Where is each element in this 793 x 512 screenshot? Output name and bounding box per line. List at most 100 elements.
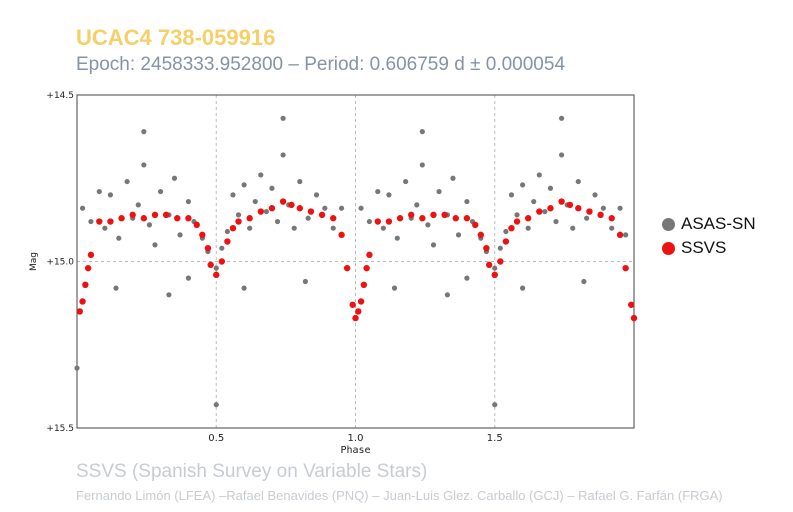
- data-point-ssvs: [430, 211, 437, 219]
- data-point-asas-sn: [430, 242, 437, 248]
- data-point-asas-sn: [235, 212, 242, 218]
- data-point-ssvs: [597, 211, 604, 219]
- data-point-ssvs: [385, 218, 393, 225]
- data-point-ssvs: [307, 208, 315, 215]
- data-point-ssvs: [349, 301, 356, 308]
- data-point-ssvs: [338, 231, 345, 239]
- data-point-asas-sn: [213, 402, 219, 408]
- data-point-asas-sn: [241, 285, 247, 291]
- data-point-asas-sn: [617, 205, 623, 211]
- data-point-asas-sn: [394, 235, 400, 241]
- data-point-asas-sn: [96, 188, 102, 195]
- legend-label-asas-sn: ASAS-SN: [681, 214, 756, 233]
- data-point-asas-sn: [503, 228, 509, 235]
- data-point-asas-sn: [425, 222, 431, 228]
- data-point-asas-sn: [141, 129, 147, 135]
- data-point-ssvs: [79, 298, 86, 305]
- data-point-asas-sn: [280, 115, 286, 121]
- data-point-ssvs: [218, 258, 226, 265]
- data-point-asas-sn: [520, 285, 526, 291]
- y-axis-label: Mag: [29, 252, 39, 271]
- data-point-asas-sn: [492, 402, 498, 408]
- data-point-ssvs: [463, 215, 471, 222]
- data-point-asas-sn: [380, 225, 386, 231]
- author-credits: Fernando Limón (LFEA) –Rafael Benavides …: [76, 488, 723, 503]
- data-point-ssvs: [343, 264, 351, 272]
- data-point-ssvs: [174, 215, 181, 222]
- data-point-asas-sn: [274, 218, 281, 225]
- data-point-asas-sn: [366, 218, 373, 225]
- data-point-asas-sn: [102, 225, 108, 231]
- data-point-asas-sn: [455, 232, 462, 238]
- data-point-asas-sn: [297, 178, 303, 185]
- data-point-ssvs: [82, 281, 89, 289]
- data-point-ssvs: [628, 301, 635, 308]
- data-point-asas-sn: [497, 245, 503, 251]
- data-point-ssvs: [279, 198, 287, 205]
- x-tick-label: 0.5: [208, 433, 224, 444]
- data-point-asas-sn: [263, 208, 269, 215]
- data-point-ssvs: [288, 201, 295, 209]
- chart-title: UCAC4 738-059916: [76, 25, 276, 50]
- data-point-asas-sn: [124, 178, 130, 185]
- data-point-ssvs: [608, 215, 615, 222]
- data-point-ssvs: [477, 231, 485, 239]
- data-point-asas-sn: [514, 212, 520, 218]
- data-point-ssvs: [87, 251, 95, 259]
- data-point-asas-sn: [553, 218, 559, 225]
- data-point-ssvs: [630, 314, 638, 322]
- data-point-ssvs: [257, 208, 265, 215]
- data-point-asas-sn: [531, 198, 537, 205]
- legend-item-ssvs: SSVS: [662, 236, 756, 260]
- data-point-asas-sn: [305, 215, 311, 221]
- data-point-asas-sn: [313, 192, 320, 198]
- data-point-asas-sn: [444, 292, 451, 298]
- data-point-ssvs: [229, 225, 237, 232]
- data-point-ssvs: [586, 208, 593, 215]
- data-point-asas-sn: [414, 202, 420, 208]
- data-point-ssvs: [408, 211, 415, 219]
- data-point-asas-sn: [302, 278, 308, 285]
- data-point-asas-sn: [600, 205, 606, 211]
- data-point-ssvs: [513, 218, 521, 225]
- data-point-asas-sn: [592, 192, 598, 198]
- data-point-asas-sn: [542, 208, 548, 215]
- data-point-asas-sn: [525, 225, 531, 231]
- data-point-asas-sn: [558, 152, 565, 158]
- survey-credit: SSVS (Spanish Survey on Variable Stars): [76, 461, 428, 482]
- y-tick-label: +15.0: [46, 258, 74, 268]
- data-point-ssvs: [485, 261, 493, 269]
- data-point-asas-sn: [584, 215, 590, 221]
- data-point-asas-sn: [508, 192, 515, 198]
- data-point-asas-sn: [558, 115, 565, 121]
- data-point-asas-sn: [230, 192, 236, 198]
- data-point-asas-sn: [213, 265, 219, 271]
- data-point-ssvs: [616, 231, 624, 239]
- data-point-ssvs: [472, 221, 479, 229]
- data-point-asas-sn: [575, 178, 581, 185]
- data-point-ssvs: [441, 211, 448, 219]
- data-point-asas-sn: [258, 172, 264, 178]
- data-point-ssvs: [199, 231, 206, 239]
- data-point-ssvs: [558, 198, 565, 205]
- data-point-asas-sn: [146, 222, 153, 228]
- data-point-asas-sn: [241, 182, 247, 188]
- data-point-asas-sn: [171, 175, 178, 181]
- data-point-asas-sn: [581, 278, 587, 285]
- data-point-ssvs: [360, 281, 368, 289]
- x-tick-label: 1.5: [487, 433, 503, 444]
- data-point-ssvs: [129, 211, 136, 219]
- data-point-ssvs: [318, 211, 326, 219]
- data-point-asas-sn: [403, 178, 409, 185]
- y-tick-label: +14.5: [46, 91, 74, 101]
- data-point-ssvs: [419, 215, 426, 222]
- data-point-ssvs: [296, 205, 303, 212]
- data-point-ssvs: [96, 218, 103, 225]
- data-point-asas-sn: [436, 188, 442, 195]
- data-point-ssvs: [213, 271, 220, 279]
- data-point-ssvs: [268, 205, 276, 212]
- data-point-asas-sn: [113, 285, 119, 291]
- data-point-asas-sn: [166, 292, 172, 298]
- data-point-ssvs: [396, 215, 404, 222]
- data-point-asas-sn: [79, 205, 86, 211]
